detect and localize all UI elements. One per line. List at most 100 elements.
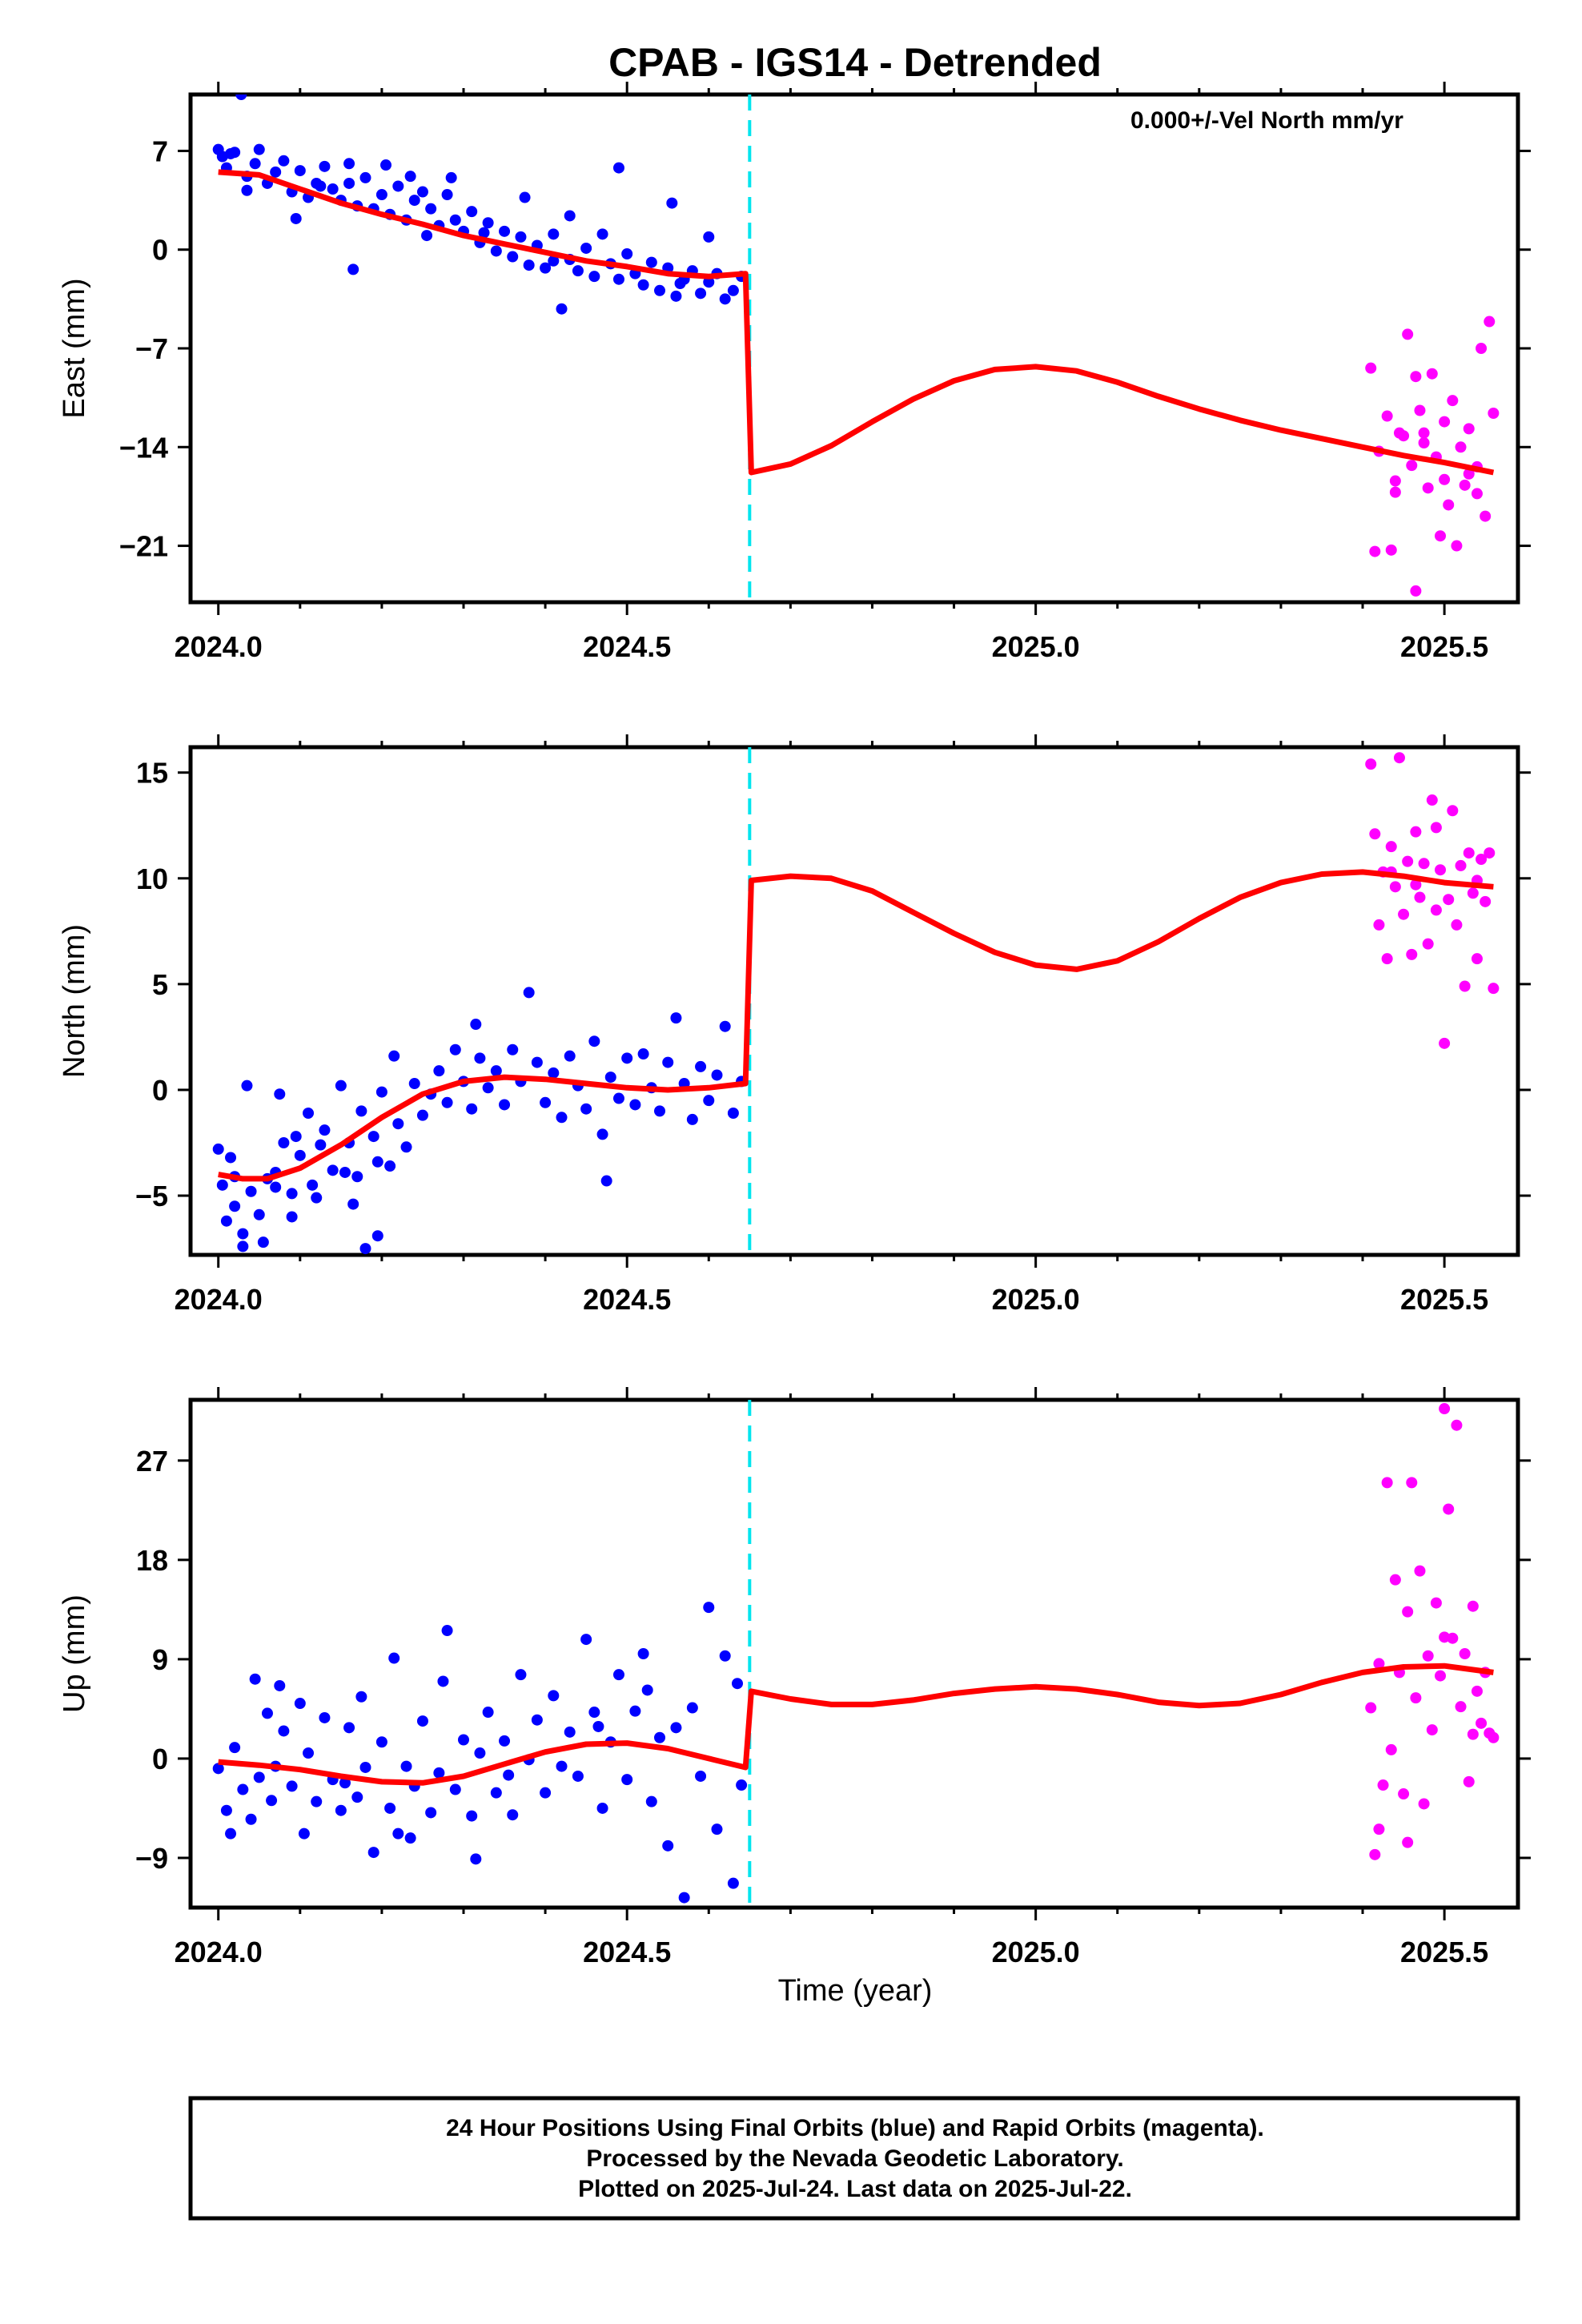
final-orbit-point (286, 1780, 298, 1792)
final-orbit-point (319, 1711, 331, 1723)
x-tick-label: 2024.0 (175, 1283, 263, 1316)
final-orbit-point (695, 1060, 707, 1072)
final-orbit-point (523, 259, 535, 271)
rapid-orbit-point (1443, 894, 1455, 906)
rapid-orbit-point (1422, 482, 1434, 494)
final-orbit-point (303, 1108, 315, 1120)
final-orbit-point (416, 1715, 428, 1727)
final-orbit-point (474, 1747, 486, 1759)
footer-box: 24 Hour Positions Using Final Orbits (bl… (188, 2096, 1520, 2221)
x-tick-label: 2024.5 (583, 1936, 671, 1968)
final-orbit-point (416, 186, 428, 198)
final-orbit-point (339, 1166, 351, 1178)
final-orbit-point (596, 1128, 608, 1140)
final-orbit-point (654, 1105, 666, 1117)
final-orbit-point (441, 1096, 453, 1108)
rapid-orbit-point (1389, 486, 1401, 498)
x-tick-label: 2025.5 (1400, 630, 1488, 663)
final-orbit-point (670, 1012, 682, 1024)
final-orbit-point (637, 1048, 649, 1060)
rapid-orbit-point (1373, 1658, 1385, 1670)
final-orbit-point (596, 1802, 608, 1814)
rapid-orbit-point (1418, 858, 1430, 870)
final-orbit-point (629, 1705, 641, 1717)
final-orbit-point (319, 160, 331, 172)
rapid-orbit-point (1365, 1702, 1377, 1714)
rapid-orbit-point (1414, 404, 1426, 416)
rapid-orbit-point (1402, 328, 1414, 340)
rapid-orbit-point (1422, 938, 1434, 950)
y-tick-label: 5 (152, 968, 168, 1001)
final-orbit-point (278, 1725, 290, 1737)
x-tick-label: 2024.5 (583, 1283, 671, 1316)
rapid-orbit-point (1459, 1648, 1471, 1659)
final-orbit-point (548, 255, 560, 267)
final-orbit-point (371, 1156, 383, 1168)
x-axis-label: Time (year) (778, 1974, 933, 2008)
final-orbit-point (408, 195, 420, 207)
final-orbit-point (703, 1602, 715, 1614)
footer-line: 24 Hour Positions Using Final Orbits (bl… (446, 2115, 1264, 2141)
panel-1: 2024.0 2024.5 2025.0 2025.5 15 10 5 0 −5 North (m… (58, 734, 1531, 1316)
model-fit-line (218, 169, 1495, 476)
final-orbit-point (380, 159, 392, 171)
final-orbit-point (503, 1769, 515, 1781)
final-orbit-point (253, 1771, 265, 1783)
rapid-orbit-point (1406, 1477, 1418, 1489)
final-orbit-point (249, 1673, 261, 1685)
final-orbit-point (278, 1136, 290, 1148)
final-orbit-point (645, 256, 657, 268)
final-orbit-point (540, 1787, 552, 1799)
y-tick-label: 0 (152, 1743, 168, 1775)
final-orbit-point (588, 271, 600, 283)
final-orbit-point (441, 189, 453, 201)
model-fit-line (218, 1663, 1494, 1786)
final-orbit-point (711, 1069, 723, 1081)
final-orbit-point (621, 248, 633, 260)
final-orbit-point (727, 284, 739, 296)
final-orbit-point (580, 1634, 592, 1646)
rapid-orbit-point (1393, 752, 1405, 764)
final-orbit-point (645, 1795, 657, 1807)
rapid-orbit-point (1463, 468, 1475, 480)
rapid-orbit-point (1369, 1848, 1381, 1860)
final-orbit-point (499, 225, 511, 237)
final-orbit-point (515, 1669, 527, 1681)
final-orbit-point (564, 1050, 576, 1062)
final-orbit-point (220, 1215, 232, 1227)
rapid-orbit-point (1414, 1565, 1426, 1577)
rapid-orbit-point (1463, 423, 1475, 435)
rapid-orbit-point (1467, 1600, 1479, 1612)
rapid-orbit-point (1410, 879, 1422, 891)
y-tick-label: 0 (152, 1074, 168, 1107)
final-orbit-point (490, 1787, 502, 1799)
final-orbit-point (441, 1625, 453, 1637)
final-orbit-point (327, 1164, 339, 1176)
final-orbit-point (235, 94, 247, 100)
final-orbit-point (408, 1078, 420, 1090)
final-orbit-point (319, 1124, 331, 1136)
panel-0: 2024.0 2024.5 2025.0 2025.5 7 0 −7 −14 −21 East (… (58, 82, 1531, 663)
final-orbit-point (572, 1770, 584, 1782)
y-tick-label: −21 (119, 530, 168, 563)
final-orbit-point (351, 1171, 363, 1183)
final-orbit-point (404, 1832, 416, 1844)
final-orbit-point (270, 166, 282, 178)
chart-title: CPAB - IGS14 - Detrended (608, 40, 1102, 85)
final-orbit-point (531, 1056, 543, 1068)
final-orbit-point (621, 1052, 633, 1064)
final-orbit-point (425, 1807, 437, 1819)
final-orbit-point (596, 228, 608, 240)
final-orbit-point (519, 191, 531, 203)
final-orbit-point (540, 1096, 552, 1108)
rapid-orbit-point (1410, 1692, 1422, 1704)
final-orbit-point (540, 262, 552, 274)
final-orbit-point (732, 1678, 744, 1690)
rapid-orbit-point (1389, 881, 1401, 893)
final-orbit-point (303, 1747, 315, 1759)
rapid-orbit-point (1439, 473, 1451, 485)
final-orbit-point (278, 155, 290, 167)
rapid-orbit-point (1439, 1631, 1451, 1643)
final-orbit-point (621, 1774, 633, 1786)
